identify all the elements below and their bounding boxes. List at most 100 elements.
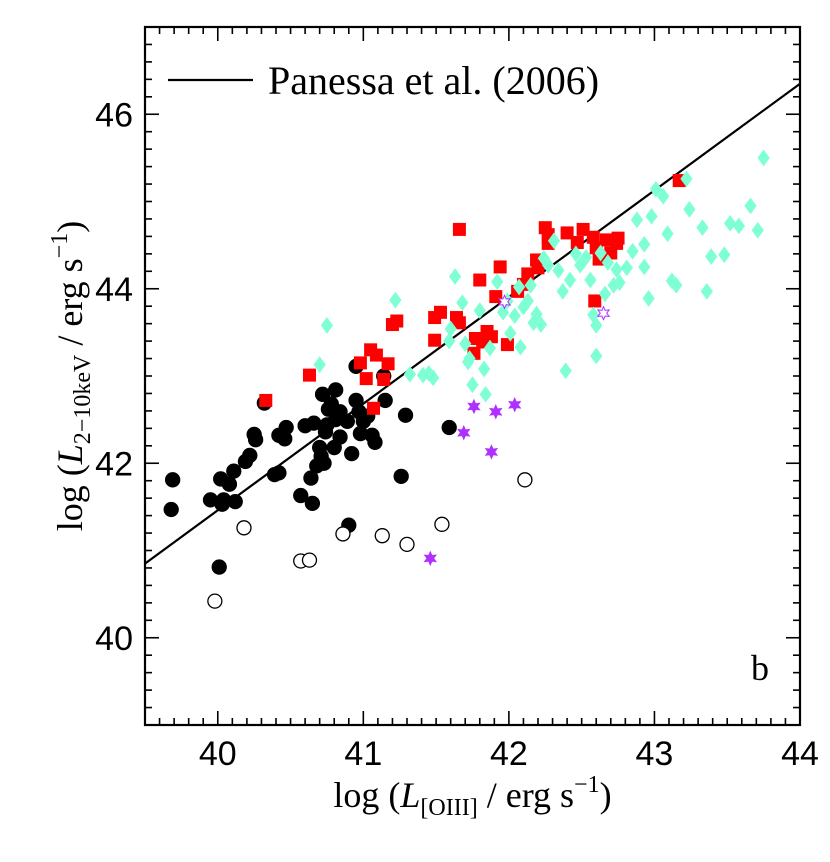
red-squares-point bbox=[302, 368, 316, 382]
cyan-diamonds-point bbox=[700, 283, 713, 300]
red-squares-point bbox=[570, 236, 584, 250]
cyan-diamonds-point bbox=[444, 320, 457, 338]
cyan-diamonds-point bbox=[579, 248, 593, 266]
filled-black-circles-point bbox=[306, 415, 322, 431]
open-circles-point bbox=[335, 526, 351, 542]
red-squares-point bbox=[381, 357, 395, 371]
cyan-diamonds-point bbox=[508, 307, 521, 325]
cyan-diamonds-point bbox=[705, 248, 718, 265]
red-squares-point bbox=[452, 222, 466, 236]
y-tick-label: 44 bbox=[95, 271, 133, 309]
panel-label: b bbox=[751, 648, 769, 688]
purple-stars-point bbox=[467, 398, 481, 415]
filled-black-circles-point bbox=[377, 392, 393, 409]
open-circles-point bbox=[434, 516, 450, 532]
x-tick-label: 43 bbox=[636, 735, 674, 773]
cyan-diamonds-point bbox=[638, 258, 651, 276]
red-squares-point bbox=[500, 338, 514, 352]
cyan-diamonds-point bbox=[524, 276, 537, 294]
cyan-diamonds-point bbox=[620, 259, 633, 277]
y-axis-title: log (L2−10keV / erg s−1) bbox=[47, 221, 96, 531]
red-squares-point bbox=[367, 401, 381, 415]
cyan-diamonds-point bbox=[512, 278, 526, 296]
cyan-diamonds-point bbox=[491, 273, 504, 291]
cyan-diamonds-point bbox=[724, 214, 737, 232]
red-squares-point bbox=[428, 333, 442, 347]
filled-black-circles-point bbox=[304, 495, 321, 512]
purple-stars-point bbox=[423, 550, 437, 567]
filled-black-circles-point bbox=[344, 446, 360, 462]
red-squares-point bbox=[576, 222, 590, 236]
filled-black-circles-point bbox=[165, 472, 181, 488]
cyan-diamonds-point bbox=[504, 324, 517, 342]
x-axis-title: log (L[OIII] / erg s−1) bbox=[333, 772, 611, 821]
data-marks bbox=[145, 82, 800, 609]
red-squares-point bbox=[390, 314, 404, 328]
cyan-diamonds-point bbox=[661, 225, 674, 243]
series-open-purple-stars bbox=[497, 294, 611, 321]
cyan-diamonds-point bbox=[751, 221, 764, 239]
filled-black-circles-point bbox=[211, 559, 227, 575]
open-circles-point bbox=[301, 552, 318, 568]
cyan-diamonds-point bbox=[638, 235, 651, 253]
cyan-diamonds-point bbox=[680, 170, 693, 188]
cyan-diamonds-point bbox=[610, 261, 623, 278]
red-squares-point bbox=[377, 372, 391, 386]
series-red-squares bbox=[259, 174, 686, 415]
cyan-diamonds-point bbox=[649, 180, 663, 198]
cyan-diamonds-point bbox=[584, 271, 597, 289]
cyan-diamonds-point bbox=[613, 274, 626, 291]
cyan-diamonds-point bbox=[757, 149, 770, 167]
filled-black-circles-point bbox=[339, 413, 355, 430]
cyan-diamonds-point bbox=[590, 317, 603, 334]
filled-black-circles-point bbox=[317, 424, 334, 440]
red-squares-point bbox=[353, 356, 367, 370]
cyan-diamonds-point bbox=[514, 338, 527, 356]
y-tick-label: 46 bbox=[95, 96, 133, 134]
filled-black-circles-point bbox=[226, 463, 242, 479]
cyan-diamonds-point bbox=[542, 256, 555, 274]
open-circles-point bbox=[374, 528, 390, 544]
red-squares-point bbox=[493, 260, 507, 274]
filled-black-circles-point bbox=[326, 439, 342, 456]
filled-black-circles-point bbox=[367, 434, 383, 450]
cyan-diamonds-point bbox=[683, 201, 696, 218]
filled-black-circles-point bbox=[348, 392, 364, 409]
cyan-diamonds-point bbox=[642, 290, 655, 307]
open-purple-stars-point bbox=[497, 294, 512, 310]
cyan-diamonds-point bbox=[718, 246, 731, 264]
plot-frame bbox=[143, 25, 802, 727]
filled-black-circles-point bbox=[397, 407, 414, 423]
y-tick-label: 42 bbox=[95, 445, 133, 483]
legend: Panessa et al. (2006) b bbox=[168, 58, 769, 688]
cyan-diamonds-point bbox=[313, 356, 326, 374]
series-purple-stars bbox=[423, 397, 522, 567]
y-tick-label: 40 bbox=[95, 620, 133, 658]
legend-label: Panessa et al. (2006) bbox=[268, 58, 599, 103]
red-squares-point bbox=[588, 294, 602, 308]
cyan-diamonds-point bbox=[483, 339, 497, 357]
cyan-diamonds-point bbox=[696, 219, 709, 237]
cyan-diamonds-point bbox=[630, 211, 644, 229]
red-squares-point bbox=[473, 273, 487, 287]
cyan-diamonds-point bbox=[496, 303, 510, 321]
cyan-diamonds-point bbox=[534, 316, 548, 333]
red-squares-point bbox=[259, 393, 273, 407]
filled-black-circles-point bbox=[242, 447, 258, 464]
x-tick-label: 44 bbox=[781, 735, 819, 773]
red-squares-point bbox=[560, 226, 574, 240]
cyan-diamonds-point bbox=[448, 268, 462, 285]
open-circles-point bbox=[399, 536, 415, 553]
filled-black-circles-point bbox=[441, 419, 457, 436]
red-squares-point bbox=[489, 290, 503, 304]
cyan-diamonds-point bbox=[403, 365, 417, 383]
cyan-diamonds-point bbox=[320, 317, 334, 334]
cyan-diamonds-point bbox=[521, 292, 534, 310]
purple-stars-point bbox=[457, 424, 471, 441]
cyan-diamonds-point bbox=[645, 207, 658, 225]
filled-black-circles-point bbox=[271, 465, 287, 481]
cyan-diamonds-point bbox=[670, 276, 683, 294]
fit-line bbox=[145, 82, 800, 565]
